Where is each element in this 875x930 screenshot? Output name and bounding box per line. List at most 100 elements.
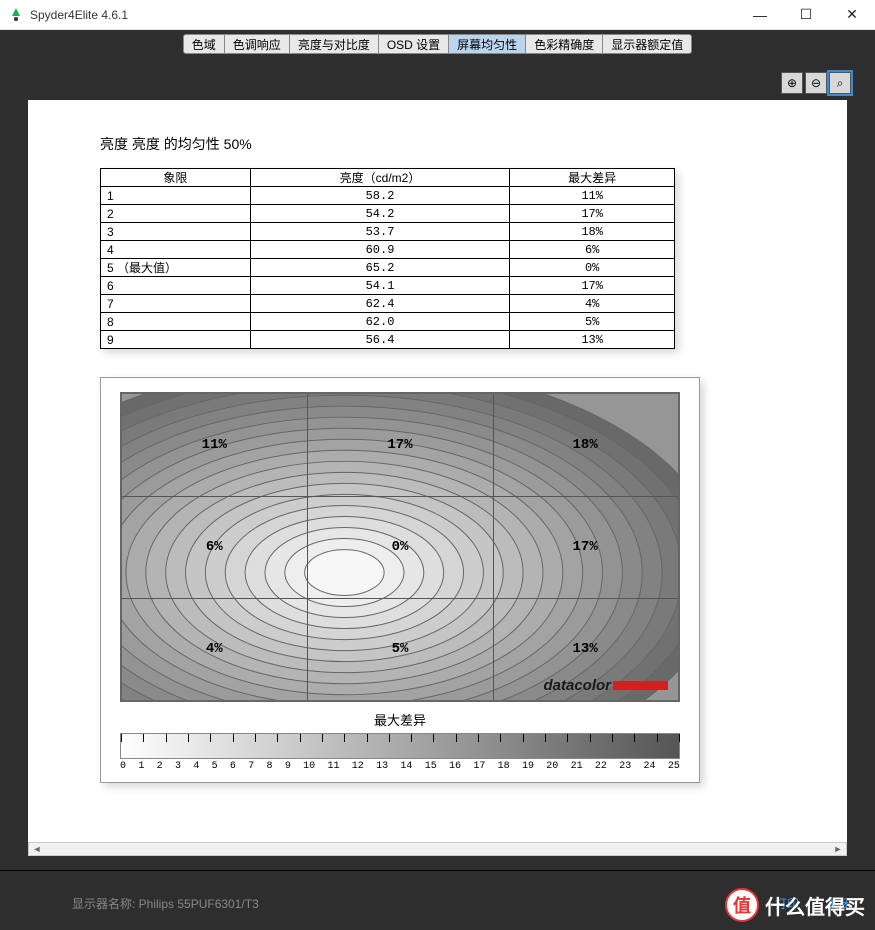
tab-brightness-contrast[interactable]: 亮度与对比度 bbox=[289, 34, 379, 54]
legend-tick bbox=[143, 734, 144, 742]
table-row: 254.217% bbox=[101, 205, 675, 223]
legend-tick bbox=[433, 734, 434, 742]
content-frame: ⊕ ⊖ ⌕ 亮度 亮度 的均匀性 50% 象限 亮度（cd/m2） 最大差异 1… bbox=[20, 64, 855, 858]
zoom-toolbar: ⊕ ⊖ ⌕ bbox=[781, 72, 851, 94]
legend-number: 4 bbox=[193, 761, 199, 772]
cell-value-label: 5% bbox=[392, 641, 409, 657]
window-title: Spyder4Elite 4.6.1 bbox=[30, 8, 737, 22]
legend-number: 25 bbox=[668, 761, 680, 772]
grid-line bbox=[307, 394, 308, 700]
legend-title: 最大差异 bbox=[115, 710, 685, 729]
legend-tick bbox=[634, 734, 635, 742]
tab-osd-settings[interactable]: OSD 设置 bbox=[378, 34, 449, 54]
zoom-in-button[interactable]: ⊕ bbox=[781, 72, 803, 94]
col-max-diff: 最大差异 bbox=[510, 169, 675, 187]
table-cell: 62.0 bbox=[250, 313, 510, 331]
maximize-button[interactable]: ☐ bbox=[783, 0, 829, 29]
table-cell: 18% bbox=[510, 223, 675, 241]
cell-value-label: 13% bbox=[573, 641, 598, 657]
watermark-text: 什么值得买 bbox=[765, 891, 865, 920]
cell-value-label: 0% bbox=[392, 539, 409, 555]
legend-number: 20 bbox=[546, 761, 558, 772]
legend-number: 3 bbox=[175, 761, 181, 772]
scroll-left-icon[interactable]: ◄ bbox=[29, 843, 45, 855]
table-cell: 8 bbox=[101, 313, 251, 331]
zoom-out-button[interactable]: ⊖ bbox=[805, 72, 827, 94]
legend-tick bbox=[411, 734, 412, 742]
table-row: 158.211% bbox=[101, 187, 675, 205]
legend-number: 5 bbox=[212, 761, 218, 772]
table-cell: 5 （最大值） bbox=[101, 259, 251, 277]
table-cell: 60.9 bbox=[250, 241, 510, 259]
window-titlebar: Spyder4Elite 4.6.1 — ☐ ✕ bbox=[0, 0, 875, 30]
uniformity-table: 象限 亮度（cd/m2） 最大差异 158.211%254.217%353.71… bbox=[100, 168, 675, 349]
report-title: 亮度 亮度 的均匀性 50% bbox=[100, 134, 775, 154]
legend-tick bbox=[255, 734, 256, 742]
tab-monitor-rating[interactable]: 显示器额定值 bbox=[602, 34, 692, 54]
legend-tick bbox=[523, 734, 524, 742]
monitor-prefix: 显示器名称: bbox=[72, 897, 139, 911]
table-row: 5 （最大值）65.20% bbox=[101, 259, 675, 277]
table-cell: 5% bbox=[510, 313, 675, 331]
legend-number: 1 bbox=[138, 761, 144, 772]
monitor-name-label: 显示器名称: Philips 55PUF6301/T3 bbox=[72, 895, 259, 912]
legend-number: 7 bbox=[248, 761, 254, 772]
brand-bar-icon bbox=[613, 681, 668, 690]
cell-value-label: 17% bbox=[387, 437, 412, 453]
table-cell: 2 bbox=[101, 205, 251, 223]
tab-screen-uniformity[interactable]: 屏幕均匀性 bbox=[448, 34, 526, 54]
legend-tick bbox=[657, 734, 658, 742]
close-button[interactable]: ✕ bbox=[829, 0, 875, 29]
table-row: 654.117% bbox=[101, 277, 675, 295]
table-cell: 53.7 bbox=[250, 223, 510, 241]
cell-value-label: 6% bbox=[206, 539, 223, 555]
table-cell: 62.4 bbox=[250, 295, 510, 313]
table-cell: 56.4 bbox=[250, 331, 510, 349]
legend-number: 12 bbox=[352, 761, 364, 772]
watermark: 值 什么值得买 bbox=[725, 888, 865, 922]
zoom-fit-button[interactable]: ⌕ bbox=[829, 72, 851, 94]
table-cell: 54.2 bbox=[250, 205, 510, 223]
legend-tick bbox=[389, 734, 390, 742]
tab-tone-response[interactable]: 色调响应 bbox=[224, 34, 290, 54]
table-row: 956.413% bbox=[101, 331, 675, 349]
brand-text: datacolor bbox=[543, 677, 611, 694]
scroll-right-icon[interactable]: ► bbox=[830, 843, 846, 855]
legend-tick bbox=[567, 734, 568, 742]
tab-gamut[interactable]: 色域 bbox=[183, 34, 225, 54]
table-cell: 6 bbox=[101, 277, 251, 295]
legend-number: 8 bbox=[267, 761, 273, 772]
col-quadrant: 象限 bbox=[101, 169, 251, 187]
legend-number: 2 bbox=[157, 761, 163, 772]
legend-tick bbox=[545, 734, 546, 742]
cell-value-label: 4% bbox=[206, 641, 223, 657]
table-row: 862.05% bbox=[101, 313, 675, 331]
cell-value-label: 17% bbox=[573, 539, 598, 555]
tab-color-accuracy[interactable]: 色彩精确度 bbox=[525, 34, 603, 54]
legend-number: 24 bbox=[644, 761, 656, 772]
app-body: 色域 色调响应 亮度与对比度 OSD 设置 屏幕均匀性 色彩精确度 显示器额定值… bbox=[0, 30, 875, 930]
minimize-button[interactable]: — bbox=[737, 0, 783, 29]
legend-number: 11 bbox=[327, 761, 339, 772]
cell-value-label: 18% bbox=[573, 437, 598, 453]
table-cell: 6% bbox=[510, 241, 675, 259]
legend-number: 10 bbox=[303, 761, 315, 772]
legend-number: 23 bbox=[619, 761, 631, 772]
brand-logo: datacolor bbox=[543, 677, 668, 694]
table-cell: 17% bbox=[510, 205, 675, 223]
legend-tick bbox=[500, 734, 501, 742]
legend-tick bbox=[478, 734, 479, 742]
watermark-icon: 值 bbox=[725, 888, 759, 922]
horizontal-scrollbar[interactable]: ◄ ► bbox=[28, 842, 847, 856]
table-cell: 17% bbox=[510, 277, 675, 295]
grid-line bbox=[122, 598, 678, 599]
table-cell: 11% bbox=[510, 187, 675, 205]
legend-tick bbox=[166, 734, 167, 742]
legend-tick bbox=[188, 734, 189, 742]
legend-tick bbox=[612, 734, 613, 742]
table-cell: 54.1 bbox=[250, 277, 510, 295]
table-cell: 65.2 bbox=[250, 259, 510, 277]
legend-number: 9 bbox=[285, 761, 291, 772]
monitor-name: Philips 55PUF6301/T3 bbox=[139, 897, 259, 911]
legend-tick bbox=[322, 734, 323, 742]
